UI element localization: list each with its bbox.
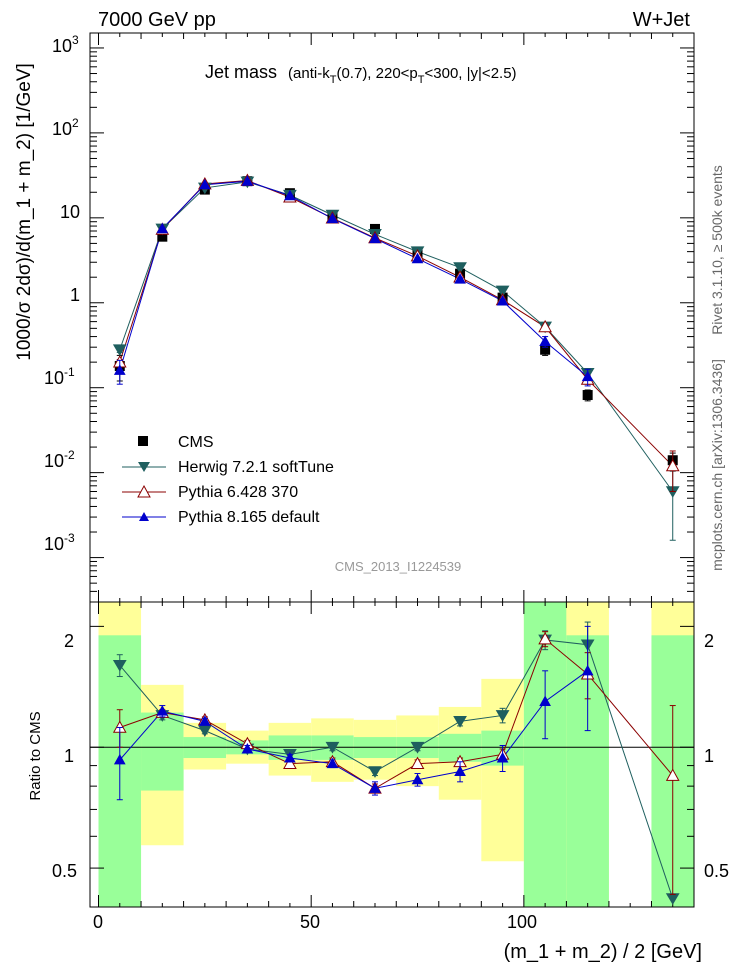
py6-ratio-point [665,768,680,781]
py8-point [411,252,424,264]
ratio-y-tick-label-right: 1 [704,746,714,766]
plot-frames [89,32,695,908]
herwig-ratio-point [495,710,510,722]
py8-ratio-point [156,705,169,716]
cms-point [157,231,168,242]
herwig-point [495,285,510,298]
py6-ratio-point [538,631,552,645]
ratio-y-axis-label: Ratio to CMS [27,711,44,800]
py6-point [538,319,552,333]
herwig-ratio-point [453,716,467,728]
main-y-tick-label: 103 [52,33,79,56]
py8-ratio-point [454,765,466,777]
py6-ratio-point [283,756,297,769]
py8-line [119,180,588,378]
rivet-label: Rivet 3.1.10, ≥ 500k events [709,165,725,335]
source-label: mcplots.cern.ch [arXiv:1306.3436] [709,359,725,571]
py8-point [198,178,211,190]
py8-point [113,364,126,375]
ratio-uncertainty-bands [98,602,694,907]
main-y-tick-label: 102 [52,116,79,139]
cms-point [540,344,551,355]
herwig-ratio-point [410,741,425,754]
py8-point [369,232,381,244]
band-inner [523,602,567,907]
py8-point [496,294,509,306]
ratio-plot-frame [89,601,695,908]
plot-title: Jet mass (anti-kT(0.7), 220<pT<300, |y|<… [205,62,517,86]
legend-py6-label: Pythia 6.428 370 [178,484,298,501]
legend-cms-label: CMS [178,434,214,451]
band-inner [141,712,184,791]
py8-ratio-point [113,753,126,765]
x-axis-label: (m_1 + m_2) / 2 [GeV] [504,941,702,963]
py8-ratio-point [496,751,509,763]
legend-py8-label: Pythia 8.165 default [178,509,320,526]
py8-ratio-point [284,751,296,763]
py6-line [119,180,674,467]
series-markers [112,173,680,905]
py8-ratio-point [539,695,551,706]
py6-ratio-point [410,756,425,769]
py8-ratio-point [198,715,211,726]
analysis-watermark: CMS_2013_I1224539 [335,559,462,574]
ratio-y-tick-label: 1 [64,746,74,766]
py8-point [581,370,594,382]
plot-title-main: Jet mass [205,62,277,82]
legend: CMS Herwig 7.2.1 softTune Pythia 6.428 3… [122,434,334,526]
main-y-tick-label: 10-3 [44,531,75,554]
py8-point [454,273,466,284]
ratio-y-tick-label: 0.5 [52,861,77,881]
py8-ratio-point [326,757,339,769]
py8-ratio-line [119,670,588,789]
ratio-y-tick-label: 2 [64,631,74,651]
process-label: W+Jet [633,9,691,31]
main-y-tick-label: 1 [70,285,80,305]
x-tick-label: 50 [300,912,320,932]
legend-py6-marker [137,484,151,498]
herwig-ratio-point [368,766,382,778]
legend-cms-marker [138,436,148,446]
herwig-point [453,262,467,274]
py8-point [156,222,169,234]
py8-ratio-point [369,782,381,793]
legend-py8-marker [139,512,149,521]
x-tick-label: 100 [507,912,537,932]
main-y-axis-label: 1000/σ 2dσ)/d(m_1 + m_2) [1/GeV] [14,63,35,361]
energy-label: 7000 GeV pp [98,9,216,31]
py8-point [241,175,254,186]
main-y-tick-label: 10-1 [44,365,75,388]
herwig-ratio-point [325,741,340,754]
py8-ratio-point [241,742,254,754]
legend-herwig-marker [138,462,150,472]
py6-point [665,458,680,472]
herwig-ratio-point [112,659,127,672]
py8-point [539,335,551,346]
cms-point [582,390,593,401]
x-tick-label: 0 [93,912,103,932]
legend-herwig-label: Herwig 7.2.1 softTune [178,459,334,476]
py8-ratio-point [581,664,594,676]
axis-ticks [90,33,695,907]
herwig-point [112,344,127,357]
main-y-tick-label: 10-2 [44,448,75,471]
cms-point [369,223,380,234]
py8-point [326,212,339,224]
ratio-y-tick-label-right: 2 [704,631,714,651]
py8-ratio-point [411,773,424,785]
main-y-tick-label: 10 [60,202,80,222]
ratio-y-tick-label-right: 0.5 [704,861,729,881]
py8-point [284,189,296,201]
